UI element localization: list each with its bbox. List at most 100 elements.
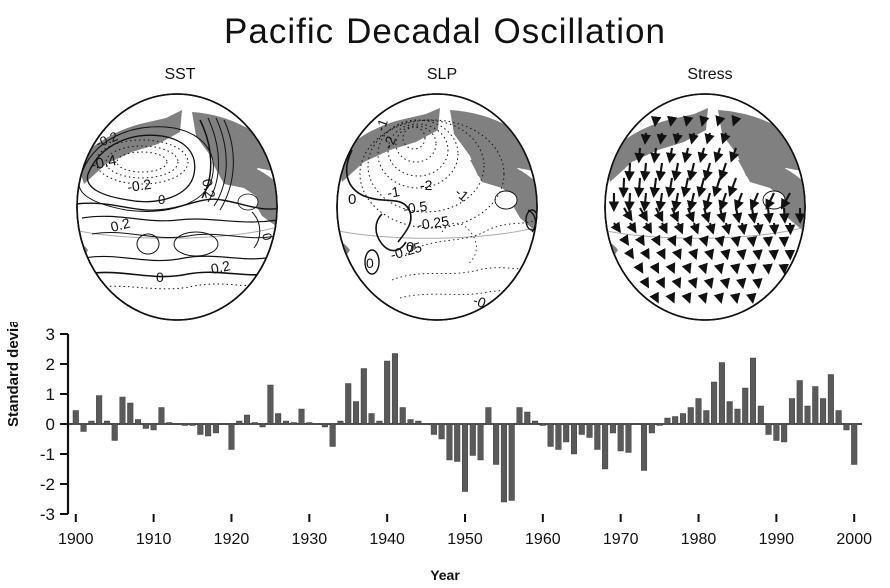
stress-vector-arrow <box>736 277 747 290</box>
stress-vector-arrow <box>610 221 621 234</box>
panel-label-stress: Stress <box>687 66 733 83</box>
stress-vector-arrow <box>720 132 731 145</box>
bar <box>329 423 336 447</box>
stress-vector-arrow <box>736 249 747 261</box>
stress-vector-arrow <box>729 292 741 304</box>
stress-vector-arrow <box>672 132 683 145</box>
bar <box>251 422 258 425</box>
stress-vector-arrow <box>681 262 692 275</box>
stress-vector-arrow <box>713 262 725 275</box>
bar <box>508 423 515 501</box>
stress-vector-arrow <box>780 192 791 210</box>
globe-panel-stress <box>590 92 820 322</box>
x-tick-label: 2000 <box>836 531 872 548</box>
bar <box>228 423 235 450</box>
y-tick-label: -1 <box>40 445 55 464</box>
bar <box>524 411 531 425</box>
bar <box>150 423 157 431</box>
pdo-index-bar-chart: Standard deviations 3 2 1 0 -1 -2 -3 1900 1910 1… <box>0 322 890 588</box>
stress-vector-arrow <box>624 192 635 212</box>
stress-vector-arrow <box>626 221 637 234</box>
stress-vector-arrow <box>689 222 700 235</box>
stress-vector-arrow <box>762 263 773 275</box>
stress-vector-arrow <box>618 177 629 199</box>
stress-vector-arrow <box>649 177 661 198</box>
stress-vector-arrow <box>688 248 698 261</box>
bar <box>586 423 593 438</box>
bar <box>337 420 344 425</box>
stress-vector-arrow <box>687 162 698 182</box>
bar <box>679 413 686 425</box>
bar <box>602 423 609 470</box>
y-tick-label: 0 <box>46 415 55 434</box>
bar <box>205 423 212 437</box>
stress-vector-arrow <box>633 262 644 274</box>
title-word-2: Decadal <box>346 12 482 51</box>
contour-label-sst-3: -0.2 <box>126 176 152 195</box>
stress-vector-arrow <box>665 177 676 198</box>
bar <box>703 410 710 425</box>
bar <box>742 387 749 425</box>
contour-label-slp-13: -0.25 <box>471 292 507 318</box>
stress-vector-arrow <box>623 247 634 260</box>
stress-vector-arrow <box>746 292 757 305</box>
y-tick-label: 1 <box>46 385 55 404</box>
bar <box>96 395 103 425</box>
stress-vector-arrow <box>687 277 698 289</box>
stress-vector-arrow <box>665 291 676 304</box>
bar <box>181 423 188 426</box>
bar <box>516 407 523 425</box>
stress-vector-arrow <box>697 147 708 164</box>
bar <box>197 423 204 435</box>
stress-vector-arrow <box>633 177 645 199</box>
stress-vector-arrow <box>673 222 684 235</box>
title-word-1: Pacific <box>224 12 335 51</box>
stress-vector-arrow <box>665 147 677 164</box>
bar <box>166 422 173 425</box>
bar <box>563 423 570 443</box>
bar <box>111 423 118 441</box>
bar <box>570 423 577 455</box>
stress-vector-arrow <box>649 262 659 274</box>
globe-panel-sst: -0.2 -0.4 -0.2 0 0.2 0.2 0 0.2 0 <box>62 92 292 322</box>
stress-vector-arrow <box>731 114 742 127</box>
stress-vector-arrow <box>688 132 699 145</box>
bar <box>360 368 367 425</box>
bar <box>244 414 251 425</box>
bar <box>189 423 196 426</box>
stress-vector-arrow <box>666 234 677 247</box>
stress-vector-arrow <box>746 263 757 275</box>
stress-vector-arrow <box>672 248 682 260</box>
stress-vector-arrow <box>716 207 727 224</box>
stress-vector-arrow <box>704 248 715 261</box>
bar <box>827 374 834 425</box>
stress-vector-arrow <box>702 162 713 182</box>
stress-vector-arrow <box>655 192 667 212</box>
stress-vector-arrow <box>655 276 665 289</box>
stress-vector-arrow <box>704 132 715 145</box>
bar <box>438 423 445 440</box>
stress-vector-arrow <box>682 235 693 247</box>
bar <box>687 407 694 425</box>
stress-vector-arrow <box>655 162 667 182</box>
bar <box>259 423 266 428</box>
bar <box>368 413 375 425</box>
x-axis-label: Year <box>430 567 460 583</box>
x-tick-label: 1950 <box>447 531 483 548</box>
bar <box>726 401 733 425</box>
y-tick-label: 2 <box>46 355 55 374</box>
bar <box>290 422 297 425</box>
contour-label-slp-6: 0 <box>348 191 356 208</box>
contour-label-slp-14: 0 <box>518 289 526 305</box>
stress-vector-arrow <box>622 207 633 222</box>
x-tick-label: 1900 <box>58 531 94 548</box>
stress-vector-arrow <box>650 147 661 164</box>
stress-vector-arrow <box>714 235 725 248</box>
x-tick-label: 1970 <box>603 531 639 548</box>
bar <box>477 423 484 461</box>
bar <box>485 407 492 425</box>
bar <box>469 423 476 456</box>
stress-vector-arrow <box>768 249 779 261</box>
bar <box>415 420 422 425</box>
bar <box>617 423 624 452</box>
